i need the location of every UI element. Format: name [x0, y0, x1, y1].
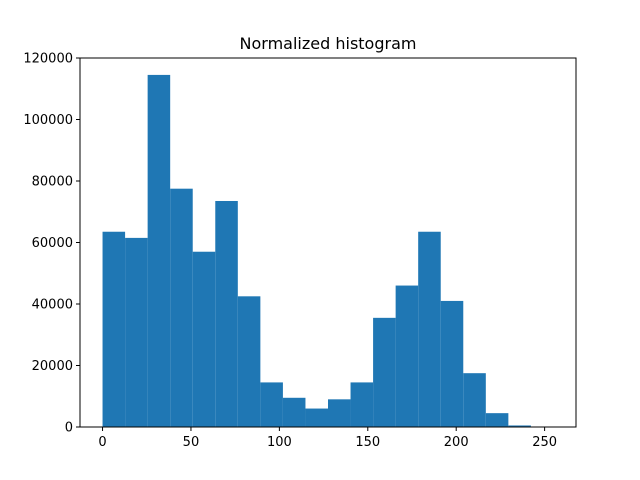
histogram-bar — [350, 382, 374, 427]
x-tick-label: 250 — [532, 435, 557, 450]
histogram-bar — [215, 200, 238, 427]
histogram-bar — [170, 188, 193, 427]
histogram-bar — [485, 413, 509, 427]
histogram-bar — [305, 408, 328, 427]
histogram-bar — [395, 285, 419, 427]
histogram-bar — [102, 231, 126, 427]
histogram-bar — [418, 231, 441, 427]
y-tick-label: 40000 — [32, 298, 73, 313]
chart-title: Normalized histogram — [240, 34, 417, 53]
histogram-bar — [373, 317, 396, 427]
histogram-bar — [463, 373, 486, 427]
bars-group — [102, 74, 531, 427]
histogram-bar — [125, 237, 148, 427]
histogram-bar — [260, 382, 283, 427]
histogram-bar — [237, 296, 261, 427]
y-tick-label: 120000 — [23, 52, 73, 67]
histogram-bar — [508, 425, 531, 427]
x-tick-label: 0 — [98, 435, 106, 450]
x-tick-label: 200 — [444, 435, 469, 450]
histogram-bar — [440, 300, 464, 427]
plot-frame — [79, 57, 577, 428]
y-tick-label: 0 — [65, 421, 73, 436]
histogram-bar — [328, 399, 351, 427]
histogram-bar — [192, 251, 216, 427]
y-tick-label: 60000 — [32, 236, 73, 251]
x-axis: 0 50 100 150 200 250 — [98, 427, 557, 450]
y-tick-label: 100000 — [23, 113, 73, 128]
y-tick-label: 80000 — [32, 175, 73, 190]
x-tick-label: 100 — [267, 435, 292, 450]
x-tick-label: 150 — [355, 435, 380, 450]
y-tick-label: 20000 — [32, 359, 73, 374]
x-tick-label: 50 — [183, 435, 200, 450]
histogram-bar — [147, 74, 171, 427]
histogram-bar — [282, 397, 306, 427]
y-axis: 0 20000 40000 60000 80000 100000 120000 — [23, 52, 80, 436]
